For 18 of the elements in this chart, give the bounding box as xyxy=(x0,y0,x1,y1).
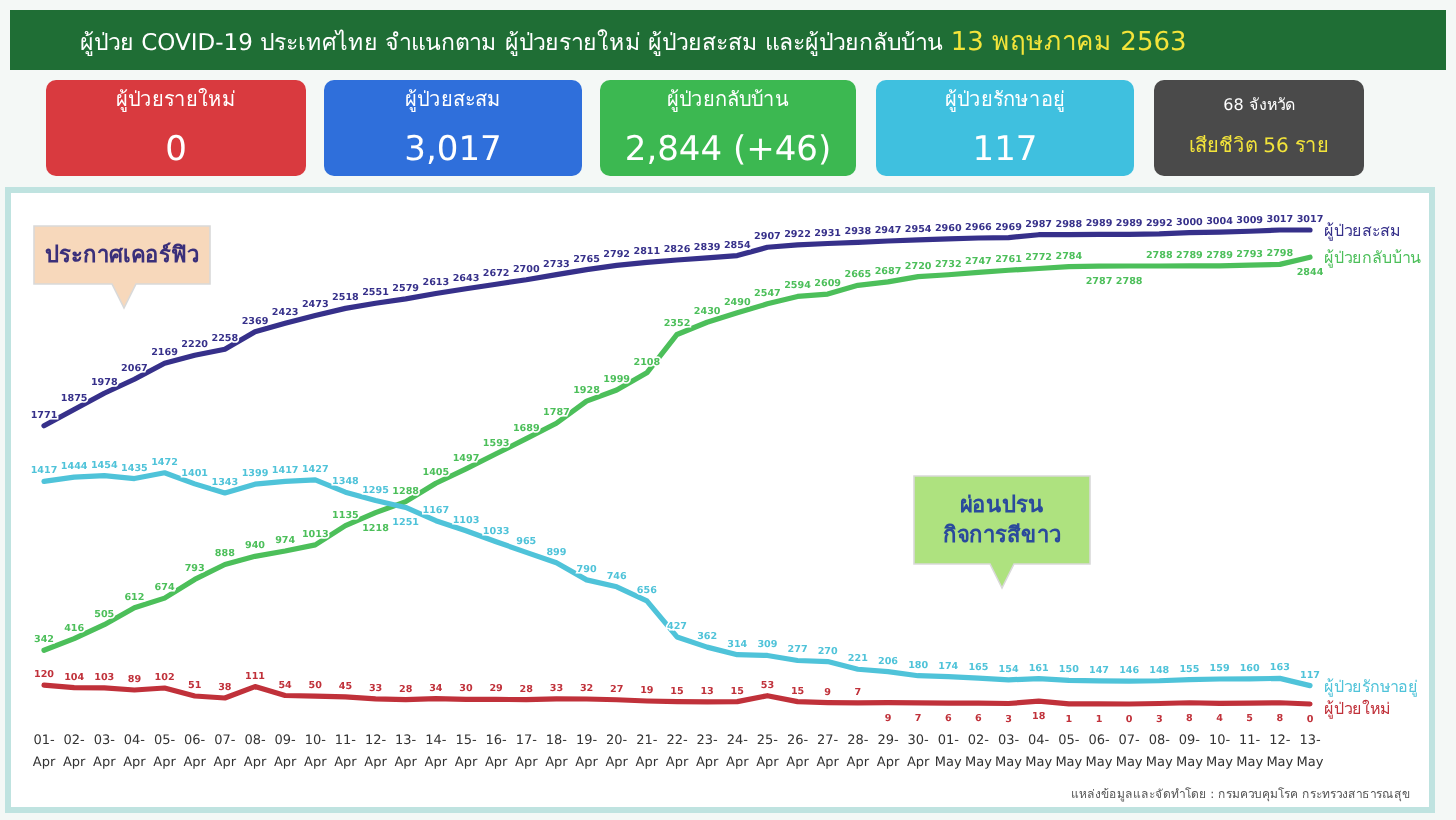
category-label: ผู้ป่วยรักษาอยู่ xyxy=(945,88,1065,112)
annotation: ประกาศเคอร์ฟิว xyxy=(45,242,199,268)
category-label: ผู้ป่วยกลับบ้าน xyxy=(667,88,789,112)
series-label: ผู้ป่วยใหม่ xyxy=(1324,699,1390,720)
text: ผู้ป่วย COVID-19 ประเทศไทย จำแนกตาม ผู้ป่วยรายใหม่ ผู้ป่วยสะสม และผู้ป่วยกลับบ้าน xyxy=(80,28,951,56)
text: 0 xyxy=(165,130,187,170)
text: 13 พฤษภาคม 2563 xyxy=(950,28,1187,58)
category-label: 68 จังหวัด xyxy=(1223,96,1295,114)
text: 3,017 xyxy=(404,130,502,170)
category-label: ผู้ป่วยสะสม xyxy=(405,88,501,112)
series-label: ผู้ป่วยรักษาอยู่ xyxy=(1324,677,1418,698)
category-label: ผู้ป่วยรายใหม่ xyxy=(116,88,236,112)
annotation: ผ่อนปรน กิจการสีขาว xyxy=(943,492,1061,548)
text: เสียชีวิต 56 ราย xyxy=(1188,134,1330,158)
text: 117 xyxy=(972,130,1038,170)
series-label: ผู้ป่วยกลับบ้าน xyxy=(1324,249,1422,270)
series-label: ผู้ป่วยสะสม xyxy=(1324,222,1400,242)
text: 2,844 (+46) xyxy=(624,130,832,170)
